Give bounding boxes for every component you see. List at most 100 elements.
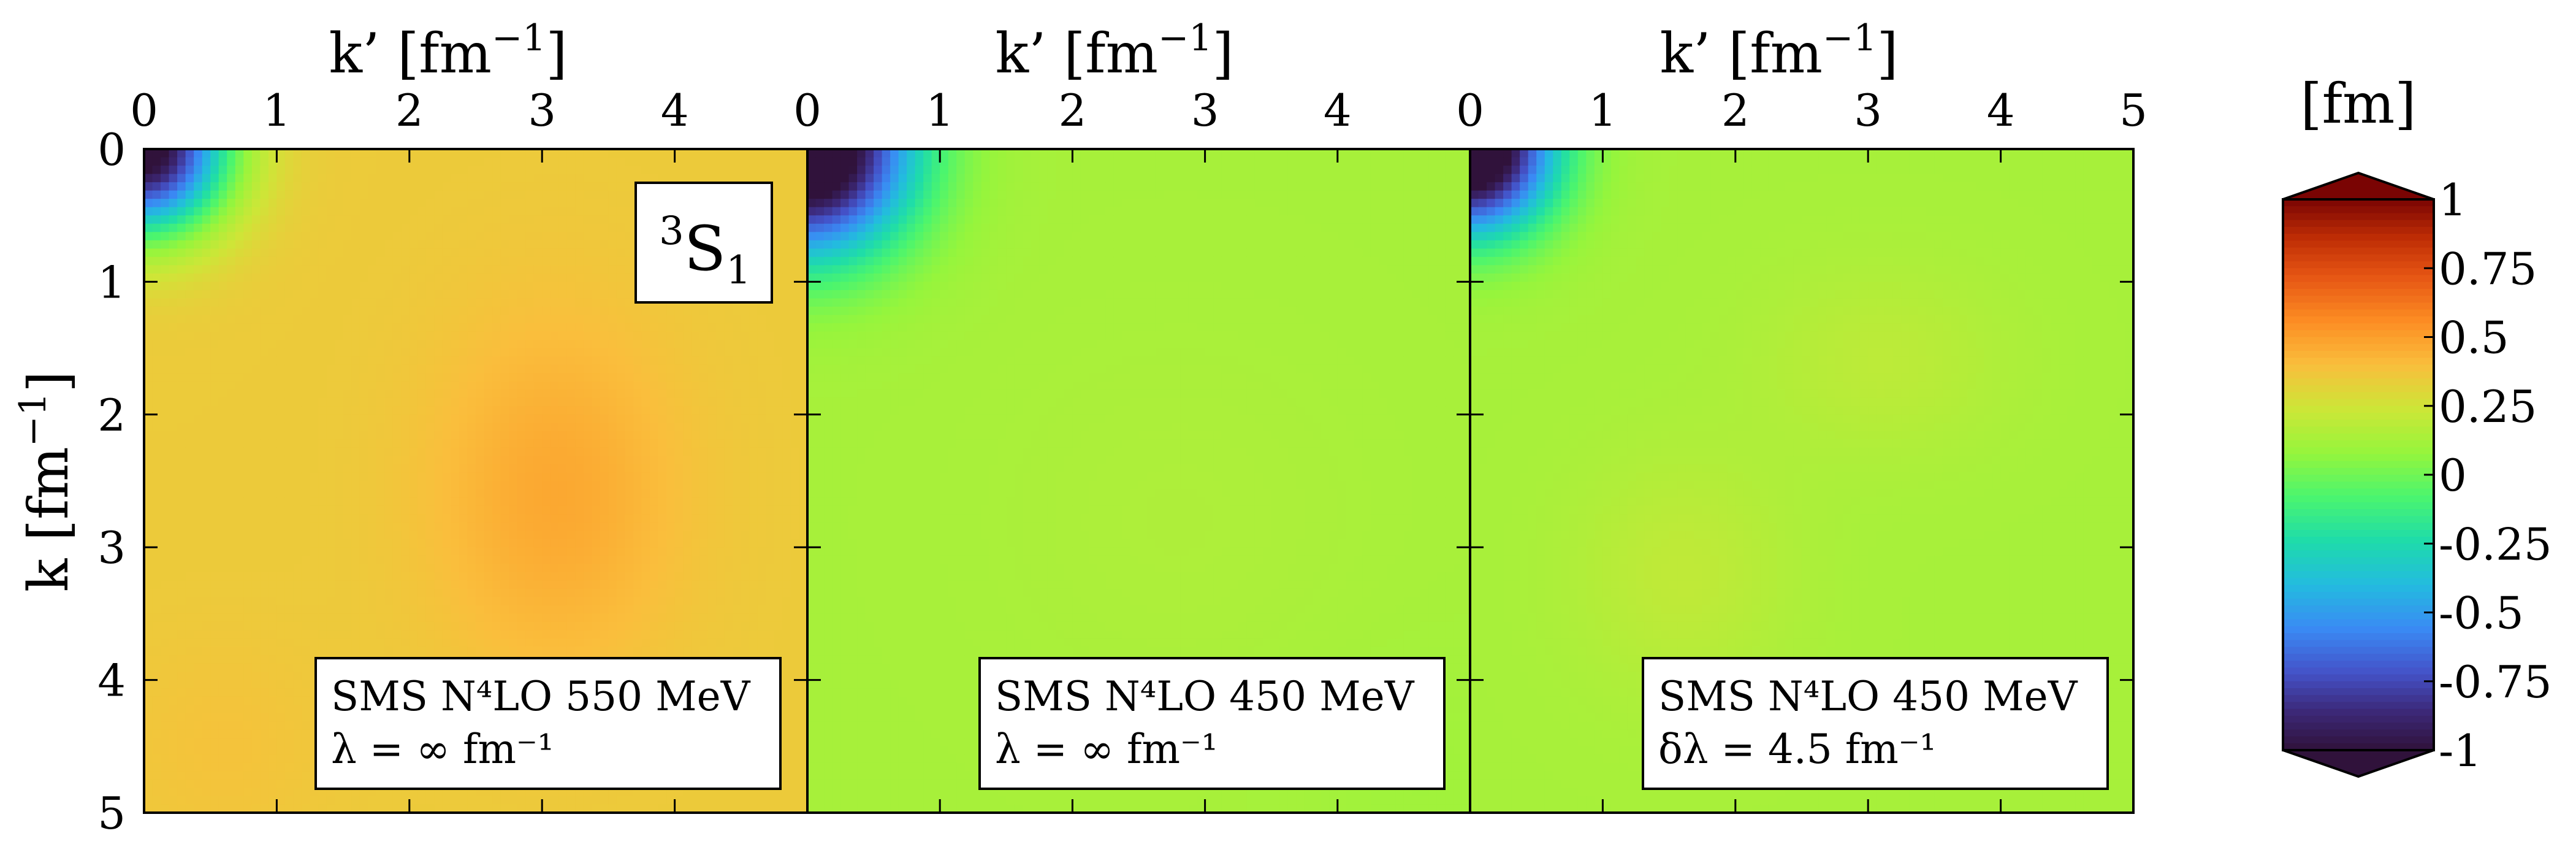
heatmap-cell [343, 315, 352, 324]
heatmap-cell [185, 240, 194, 250]
heatmap-cell [558, 804, 568, 813]
heatmap-cell [608, 364, 617, 374]
heatmap-cell [392, 439, 402, 448]
heatmap-cell [243, 580, 253, 589]
heatmap-cell [625, 564, 634, 573]
heatmap-cell [318, 621, 327, 631]
heatmap-cell [318, 298, 327, 307]
heatmap-cell [517, 373, 526, 382]
heatmap-cell [318, 282, 327, 291]
heatmap-cell [509, 423, 518, 432]
heatmap-cell [351, 796, 360, 805]
heatmap-cell [243, 265, 253, 274]
heatmap-cell [409, 149, 419, 158]
heatmap-cell [625, 621, 634, 631]
heatmap-cell [185, 531, 194, 540]
heatmap-cell [326, 373, 335, 382]
heatmap-cell [392, 572, 402, 581]
heatmap-cell [202, 381, 211, 391]
heatmap-cell [343, 588, 352, 598]
heatmap-cell [641, 564, 650, 573]
heatmap-cell [525, 447, 535, 457]
heatmap-cell [517, 190, 526, 199]
heatmap-cell [467, 638, 476, 648]
heatmap-cell [284, 389, 294, 399]
heatmap-cell [161, 738, 170, 747]
heatmap-cell [227, 597, 236, 606]
heatmap-cell [500, 414, 509, 424]
heatmap-cell [459, 256, 468, 266]
heatmap-cell [492, 182, 501, 191]
heatmap-cell [318, 464, 327, 474]
heatmap-cell [467, 190, 476, 199]
heatmap-cell [517, 613, 526, 623]
heatmap-cell [318, 389, 327, 399]
heatmap-cell [144, 397, 153, 407]
heatmap-cell [650, 389, 659, 399]
heatmap-cell [318, 497, 327, 507]
heatmap-cell [376, 414, 386, 424]
heatmap-cell [451, 323, 460, 332]
heatmap-cell [500, 514, 509, 523]
heatmap-cell [625, 340, 634, 349]
heatmap-cell [484, 149, 493, 158]
heatmap-cell [583, 190, 593, 199]
heatmap-cell [484, 240, 493, 250]
heatmap-cell [185, 464, 194, 474]
heatmap-cell [368, 298, 377, 307]
heatmap-cell [525, 605, 535, 615]
heatmap-cell [251, 572, 261, 581]
heatmap-cell [268, 605, 278, 615]
heatmap-cell [326, 397, 335, 407]
heatmap-cell [301, 389, 311, 399]
heatmap-cell [169, 207, 178, 217]
heatmap-cell [616, 157, 626, 166]
heatmap-cell [251, 331, 261, 340]
heatmap-cell [384, 331, 394, 340]
heatmap-cell [310, 531, 319, 540]
heatmap-cell [525, 223, 535, 233]
heatmap-cell [384, 547, 394, 556]
heatmap-cell [194, 705, 203, 714]
heatmap-cell [368, 804, 377, 813]
heatmap-cell [392, 489, 402, 498]
heatmap-cell [425, 796, 435, 805]
heatmap-cell [268, 646, 278, 656]
heatmap-cell [476, 638, 485, 648]
heatmap-cell [227, 265, 236, 274]
heatmap-cell [318, 406, 327, 415]
heatmap-cell [210, 555, 219, 565]
heatmap-cell [293, 630, 302, 639]
heatmap-cell [218, 572, 228, 581]
heatmap-cell [227, 564, 236, 573]
heatmap-cell [550, 431, 560, 440]
heatmap-cell [169, 340, 178, 349]
heatmap-cell [251, 688, 261, 697]
heatmap-cell [376, 149, 386, 158]
heatmap-cell [161, 157, 170, 166]
heatmap-cell [202, 663, 211, 672]
heatmap-cell [476, 439, 485, 448]
heatmap-cell [335, 564, 344, 573]
heatmap-cell [608, 456, 617, 465]
heatmap-cell [268, 481, 278, 490]
heatmap-cell [194, 157, 203, 166]
heatmap-cell [492, 389, 501, 399]
heatmap-cell [566, 323, 576, 332]
heatmap-cell [384, 248, 394, 258]
heatmap-cell [550, 472, 560, 481]
heatmap-cell [210, 729, 219, 739]
heatmap-cell [235, 389, 245, 399]
heatmap-cell [335, 315, 344, 324]
heatmap-cell [625, 489, 634, 498]
heatmap-cell [451, 564, 460, 573]
heatmap-cell [161, 605, 170, 615]
heatmap-cell [152, 397, 161, 407]
heatmap-cell [210, 298, 219, 307]
heatmap-cell [177, 713, 186, 723]
heatmap-cell [276, 381, 286, 391]
heatmap-cell [326, 364, 335, 374]
heatmap-cell [359, 215, 368, 224]
heatmap-cell [335, 431, 344, 440]
heatmap-cell [542, 364, 551, 374]
